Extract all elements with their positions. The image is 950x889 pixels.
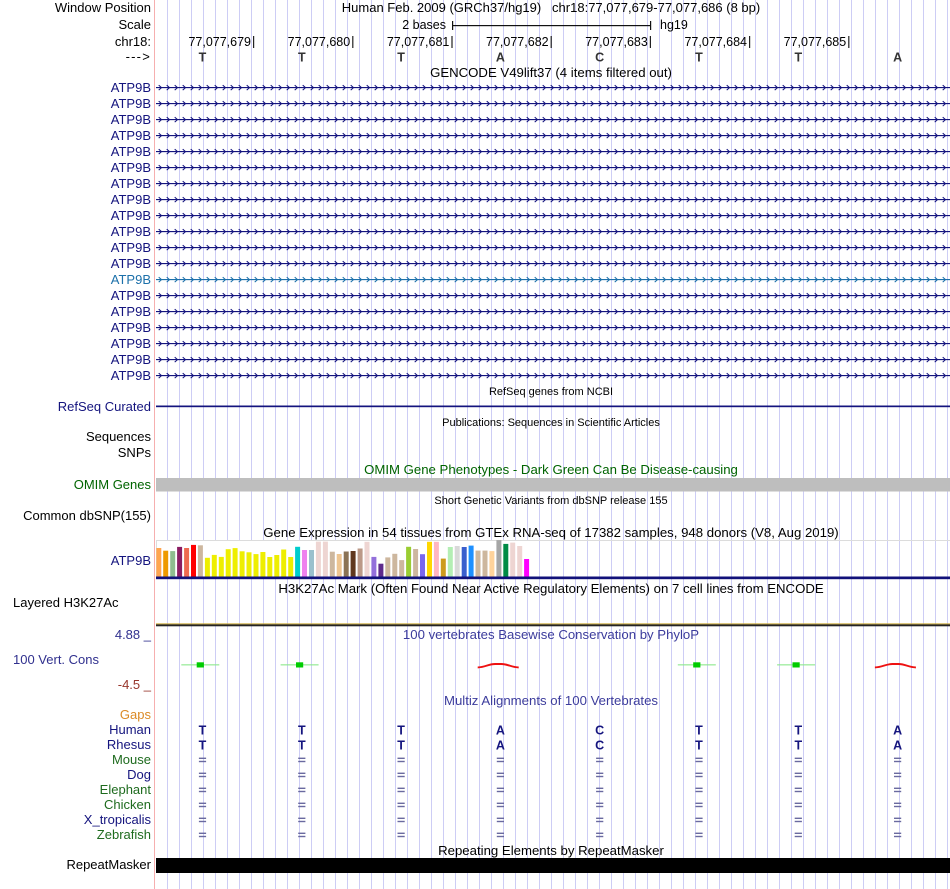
- svg-text:T: T: [298, 50, 306, 64]
- svg-text:T: T: [199, 50, 207, 64]
- svg-text:T: T: [199, 724, 207, 738]
- svg-text:T: T: [794, 724, 802, 738]
- svg-text:A: A: [893, 739, 902, 753]
- svg-text:T: T: [298, 739, 306, 753]
- svg-text:A: A: [496, 724, 505, 738]
- svg-text:A: A: [496, 739, 505, 753]
- svg-text:T: T: [397, 739, 405, 753]
- svg-text:C: C: [595, 724, 604, 738]
- svg-text:T: T: [397, 50, 405, 64]
- svg-text:C: C: [595, 739, 604, 753]
- svg-text:T: T: [298, 724, 306, 738]
- svg-text:C: C: [595, 50, 604, 64]
- svg-text:T: T: [695, 50, 703, 64]
- svg-text:T: T: [695, 739, 703, 753]
- svg-text:T: T: [695, 724, 703, 738]
- svg-text:T: T: [794, 50, 802, 64]
- svg-text:A: A: [893, 724, 902, 738]
- svg-text:T: T: [794, 739, 802, 753]
- svg-text:T: T: [397, 724, 405, 738]
- svg-text:T: T: [199, 739, 207, 753]
- svg-text:A: A: [893, 50, 902, 64]
- svg-text:A: A: [496, 50, 505, 64]
